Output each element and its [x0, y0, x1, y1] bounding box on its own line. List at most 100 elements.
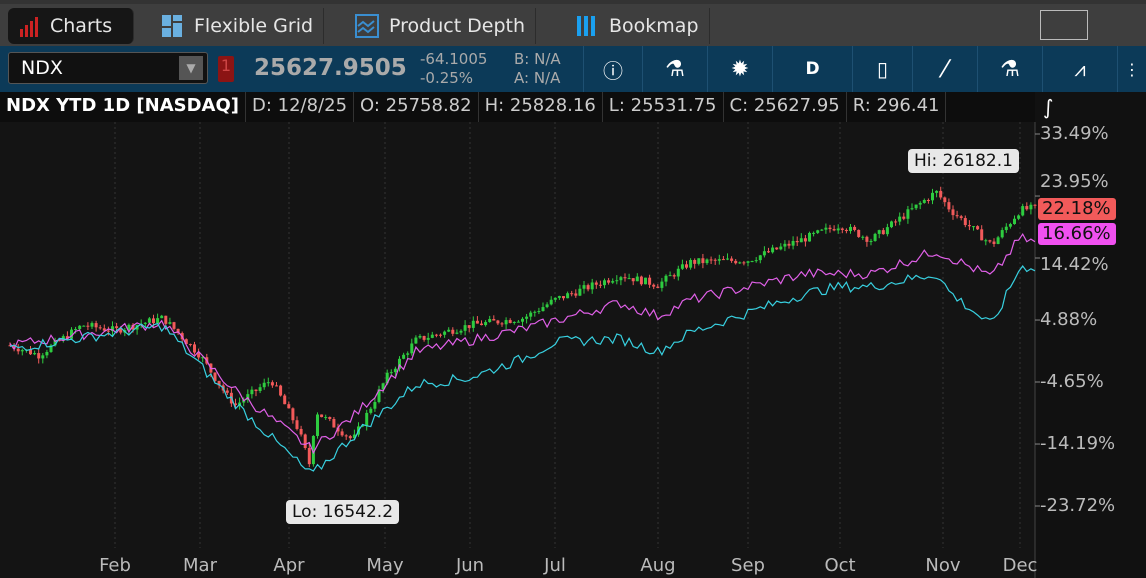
candle: [775, 247, 779, 250]
candle: [1021, 206, 1025, 216]
candle: [783, 243, 787, 247]
candle: [197, 352, 201, 358]
candle: [250, 389, 254, 395]
candle: [398, 358, 401, 369]
candle: [402, 354, 406, 359]
layout-button[interactable]: [1040, 10, 1088, 40]
candle: [902, 216, 906, 219]
candle: [385, 372, 389, 384]
candle: [426, 337, 430, 340]
candle: [131, 324, 135, 330]
candle: [49, 345, 53, 352]
candle: [865, 236, 869, 242]
candle: [152, 318, 155, 324]
candle: [795, 241, 799, 243]
tab-product-depth[interactable]: Product Depth: [345, 8, 537, 44]
candle: [832, 229, 836, 231]
candle: [443, 331, 447, 335]
candle: [939, 190, 943, 198]
flask-icon: ⚗: [1000, 56, 1020, 82]
candle: [537, 311, 541, 313]
candle: [853, 226, 857, 230]
candle: [844, 229, 848, 232]
chevron-down-icon[interactable]: ▼: [179, 56, 203, 80]
candle: [525, 316, 529, 319]
tab-label: Charts: [50, 15, 113, 37]
scale-icon[interactable]: ∫: [1043, 95, 1054, 119]
link-badge[interactable]: 1: [218, 56, 234, 82]
candle: [316, 414, 319, 436]
candle: [336, 427, 340, 432]
candle: [33, 353, 37, 355]
ohlc-close: C: 25627.95: [724, 92, 847, 122]
y-tick-label: -23.72%: [1040, 495, 1116, 516]
info-button[interactable]: ⓘ: [583, 46, 643, 92]
candle: [307, 448, 311, 465]
ohlc-low: L: 25531.75: [603, 92, 724, 122]
tab-label: Flexible Grid: [194, 15, 314, 37]
ohlc-date: D: 12/8/25: [246, 92, 355, 122]
settings-button[interactable]: ✹: [708, 46, 773, 92]
candle: [451, 329, 455, 334]
x-tick-label: Aug: [640, 555, 676, 576]
bookmap-icon: [577, 16, 595, 36]
candle: [320, 414, 324, 418]
candle: [721, 259, 725, 261]
symbol-input[interactable]: NDX ▼: [8, 52, 208, 84]
candle: [816, 230, 820, 233]
price-chart[interactable]: [0, 122, 1146, 578]
pattern-icon: ⩘: [1074, 57, 1086, 81]
tab-label: Bookmap: [609, 15, 699, 37]
candle: [111, 326, 114, 332]
candle: [439, 334, 442, 336]
candle: [82, 325, 86, 327]
chart-toolbar: NDX ▼ 1 25627.9505 -64.1005 -0.25% B: N/A A…: [0, 46, 1146, 92]
drawing-button[interactable]: ⁄: [913, 46, 978, 92]
candle: [455, 332, 459, 334]
candle: [287, 404, 291, 409]
interval-button[interactable]: D: [773, 46, 853, 92]
candle: [369, 408, 373, 413]
chart-type-button[interactable]: ▯: [853, 46, 913, 92]
ask: A: N/A: [514, 69, 561, 87]
candle: [943, 197, 947, 203]
pattern-button[interactable]: ⩘: [1043, 46, 1118, 92]
ohlc-bar: NDX YTD 1D [NASDAQ] D: 12/8/25 O: 25758.…: [0, 92, 1035, 122]
candle: [410, 343, 414, 354]
x-tick-label: Nov: [925, 555, 961, 576]
candle: [582, 285, 586, 289]
x-tick-label: Jul: [544, 555, 566, 576]
candle: [201, 357, 205, 359]
candle: [340, 431, 344, 436]
candle: [648, 277, 652, 285]
candle: [627, 278, 631, 280]
candle: [74, 328, 78, 330]
more-icon[interactable]: ⋮: [1124, 59, 1140, 79]
candle: [1025, 206, 1029, 210]
candle: [849, 226, 852, 232]
candle: [492, 318, 496, 321]
tab-flexible-grid[interactable]: Flexible Grid: [150, 8, 325, 44]
studies-button[interactable]: ⚗: [643, 46, 708, 92]
candle: [303, 434, 307, 449]
candle: [1029, 204, 1033, 210]
x-tick-label: Sep: [731, 555, 765, 576]
y-tick-label: 33.49%: [1040, 123, 1109, 144]
candle: [869, 240, 873, 242]
candle: [762, 251, 766, 256]
candle: [471, 320, 475, 328]
candle: [164, 315, 168, 324]
candle: [1013, 218, 1016, 225]
candle: [488, 318, 492, 323]
candle: [94, 323, 98, 328]
candle: [996, 237, 1000, 244]
candle: [545, 304, 549, 308]
candle: [922, 199, 926, 203]
tab-charts[interactable]: Charts: [8, 8, 134, 44]
candle: [598, 284, 602, 286]
candle: [578, 288, 582, 296]
strategies-button[interactable]: ⚗: [978, 46, 1043, 92]
tab-bookmap[interactable]: Bookmap: [565, 8, 710, 44]
candle: [160, 315, 164, 319]
candle: [16, 348, 20, 352]
